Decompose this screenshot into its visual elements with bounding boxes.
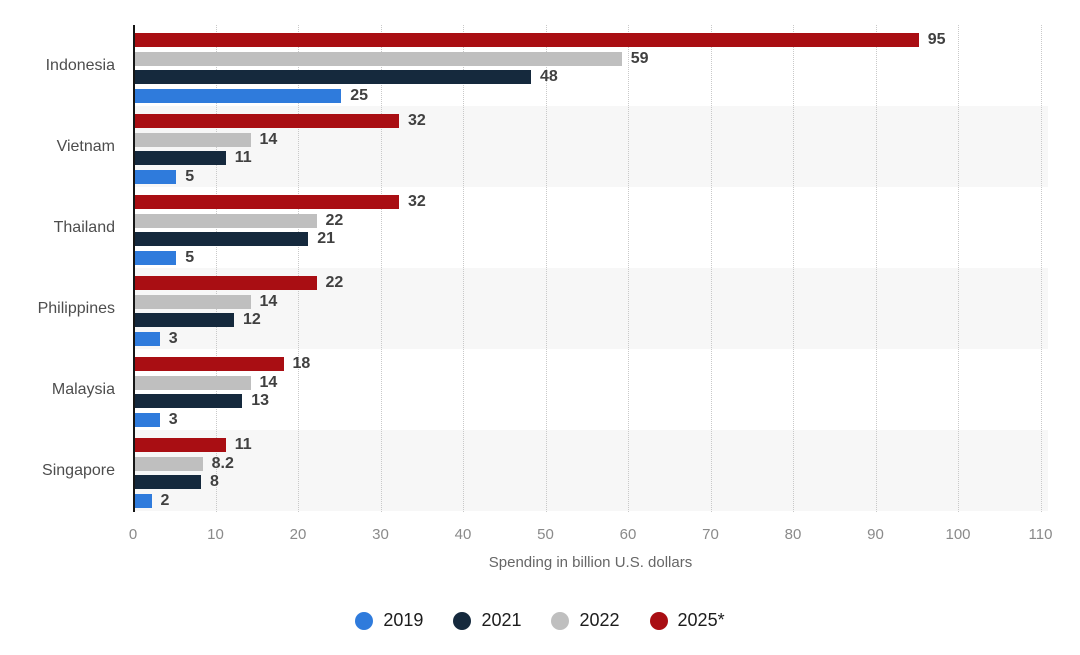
value-label: 18 (292, 355, 311, 372)
value-label: 3 (168, 410, 178, 428)
bar-thailand-2025[interactable] (135, 195, 399, 209)
legend-label: 2025* (677, 610, 725, 630)
gridline (958, 25, 959, 512)
x-tick-label: 30 (372, 526, 389, 543)
chart-legend: 2019 2021 2022 2025* (0, 610, 1080, 631)
gridline (710, 25, 712, 512)
gridline (875, 25, 877, 512)
legend-swatch-icon (649, 611, 668, 630)
bar-malaysia-2019[interactable] (135, 412, 160, 427)
category-label-thailand: Thailand (53, 218, 115, 236)
bar-indonesia-2021[interactable] (135, 70, 531, 84)
value-label: 21 (317, 230, 336, 247)
value-label: 5 (185, 248, 195, 266)
gridline (545, 25, 547, 512)
value-label: 22 (325, 274, 344, 291)
legend-label: 2022 (579, 610, 620, 630)
value-label: 14 (259, 130, 278, 148)
value-label: 59 (630, 49, 649, 67)
value-label: 13 (251, 392, 270, 409)
gridline (793, 25, 794, 512)
x-tick-label: 60 (619, 526, 637, 543)
category-label-indonesia: Indonesia (45, 56, 115, 74)
bar-indonesia-2019[interactable] (135, 88, 342, 103)
bar-philippines-2022[interactable] (135, 294, 251, 309)
bar-philippines-2021[interactable] (135, 313, 234, 327)
gridline (298, 25, 299, 512)
y-axis-line (133, 25, 135, 512)
row-band (133, 349, 1048, 430)
bar-singapore-2021[interactable] (135, 475, 201, 489)
value-label: 22 (325, 211, 344, 229)
plot-area: 95 59 48 25 32 14 11 5 32 22 21 5 22 14 12 3 18 14 13 3 11 8.… (133, 25, 1048, 512)
value-label: 14 (259, 373, 278, 391)
x-axis-title: Spending in billion U.S. dollars (488, 554, 693, 571)
x-tick-label: 10 (207, 526, 224, 543)
category-axis: Indonesia Vietnam Thailand Philippines Malay… (0, 25, 120, 512)
value-label: 95 (927, 31, 946, 48)
x-tick-label: 90 (867, 526, 884, 543)
legend-swatch-icon (551, 611, 570, 630)
value-label: 32 (408, 112, 426, 129)
category-label-vietnam: Vietnam (56, 137, 115, 155)
x-axis-ticks: 0 10 20 30 40 50 60 70 80 90 100 110 (129, 526, 1053, 546)
bar-indonesia-2025[interactable] (135, 33, 919, 47)
bar-malaysia-2021[interactable] (135, 394, 243, 408)
bar-thailand-2022[interactable] (135, 213, 317, 228)
gridline (215, 25, 217, 512)
legend-item-2025[interactable]: 2025* (649, 610, 725, 631)
legend-item-2022[interactable]: 2022 (551, 610, 620, 631)
row-band (133, 430, 1048, 511)
legend-item-2019[interactable]: 2019 (355, 610, 423, 631)
x-tick-label: 0 (128, 526, 138, 543)
legend-label: 2021 (481, 610, 522, 630)
bar-malaysia-2025[interactable] (135, 357, 284, 371)
x-tick-label: 70 (702, 526, 719, 543)
legend-swatch-icon (453, 611, 472, 630)
value-label: 2 (160, 491, 170, 509)
category-label-philippines: Philippines (37, 299, 115, 317)
gridline (628, 25, 629, 512)
legend-label: 2019 (383, 610, 424, 630)
bar-vietnam-2021[interactable] (135, 151, 226, 165)
category-label-singapore: Singapore (42, 461, 115, 479)
x-tick-label: 40 (454, 526, 472, 543)
value-label: 48 (540, 68, 558, 85)
x-tick-label: 50 (537, 526, 554, 543)
bar-indonesia-2022[interactable] (135, 51, 622, 66)
value-label: 3 (168, 329, 178, 347)
x-tick-label: 80 (784, 526, 802, 543)
value-label: 12 (243, 311, 261, 328)
bar-philippines-2019[interactable] (135, 331, 160, 346)
x-tick-label: 110 (1028, 526, 1053, 543)
bar-singapore-2019[interactable] (135, 493, 152, 508)
bar-philippines-2025[interactable] (135, 276, 317, 290)
bar-thailand-2019[interactable] (135, 250, 177, 265)
bar-singapore-2022[interactable] (135, 456, 203, 471)
gridline (1040, 25, 1042, 512)
value-label: 5 (185, 167, 195, 185)
value-label: 8.2 (211, 454, 234, 472)
bar-thailand-2021[interactable] (135, 232, 309, 246)
value-label: 11 (234, 149, 252, 166)
gridline (463, 25, 464, 512)
legend-swatch-icon (355, 611, 374, 630)
x-tick-label: 20 (289, 526, 307, 543)
value-label: 32 (408, 193, 426, 210)
x-tick-label: 100 (945, 526, 971, 543)
bar-vietnam-2025[interactable] (135, 114, 399, 128)
legend-item-2021[interactable]: 2021 (453, 610, 521, 631)
bar-malaysia-2022[interactable] (135, 375, 251, 390)
value-label: 11 (234, 436, 252, 453)
gridline (380, 25, 382, 512)
bar-vietnam-2022[interactable] (135, 132, 251, 147)
bar-singapore-2025[interactable] (135, 438, 226, 452)
value-label: 25 (350, 86, 369, 104)
category-label-malaysia: Malaysia (51, 380, 115, 398)
value-label: 8 (210, 473, 219, 490)
value-label: 14 (259, 292, 278, 310)
bar-vietnam-2019[interactable] (135, 169, 177, 184)
